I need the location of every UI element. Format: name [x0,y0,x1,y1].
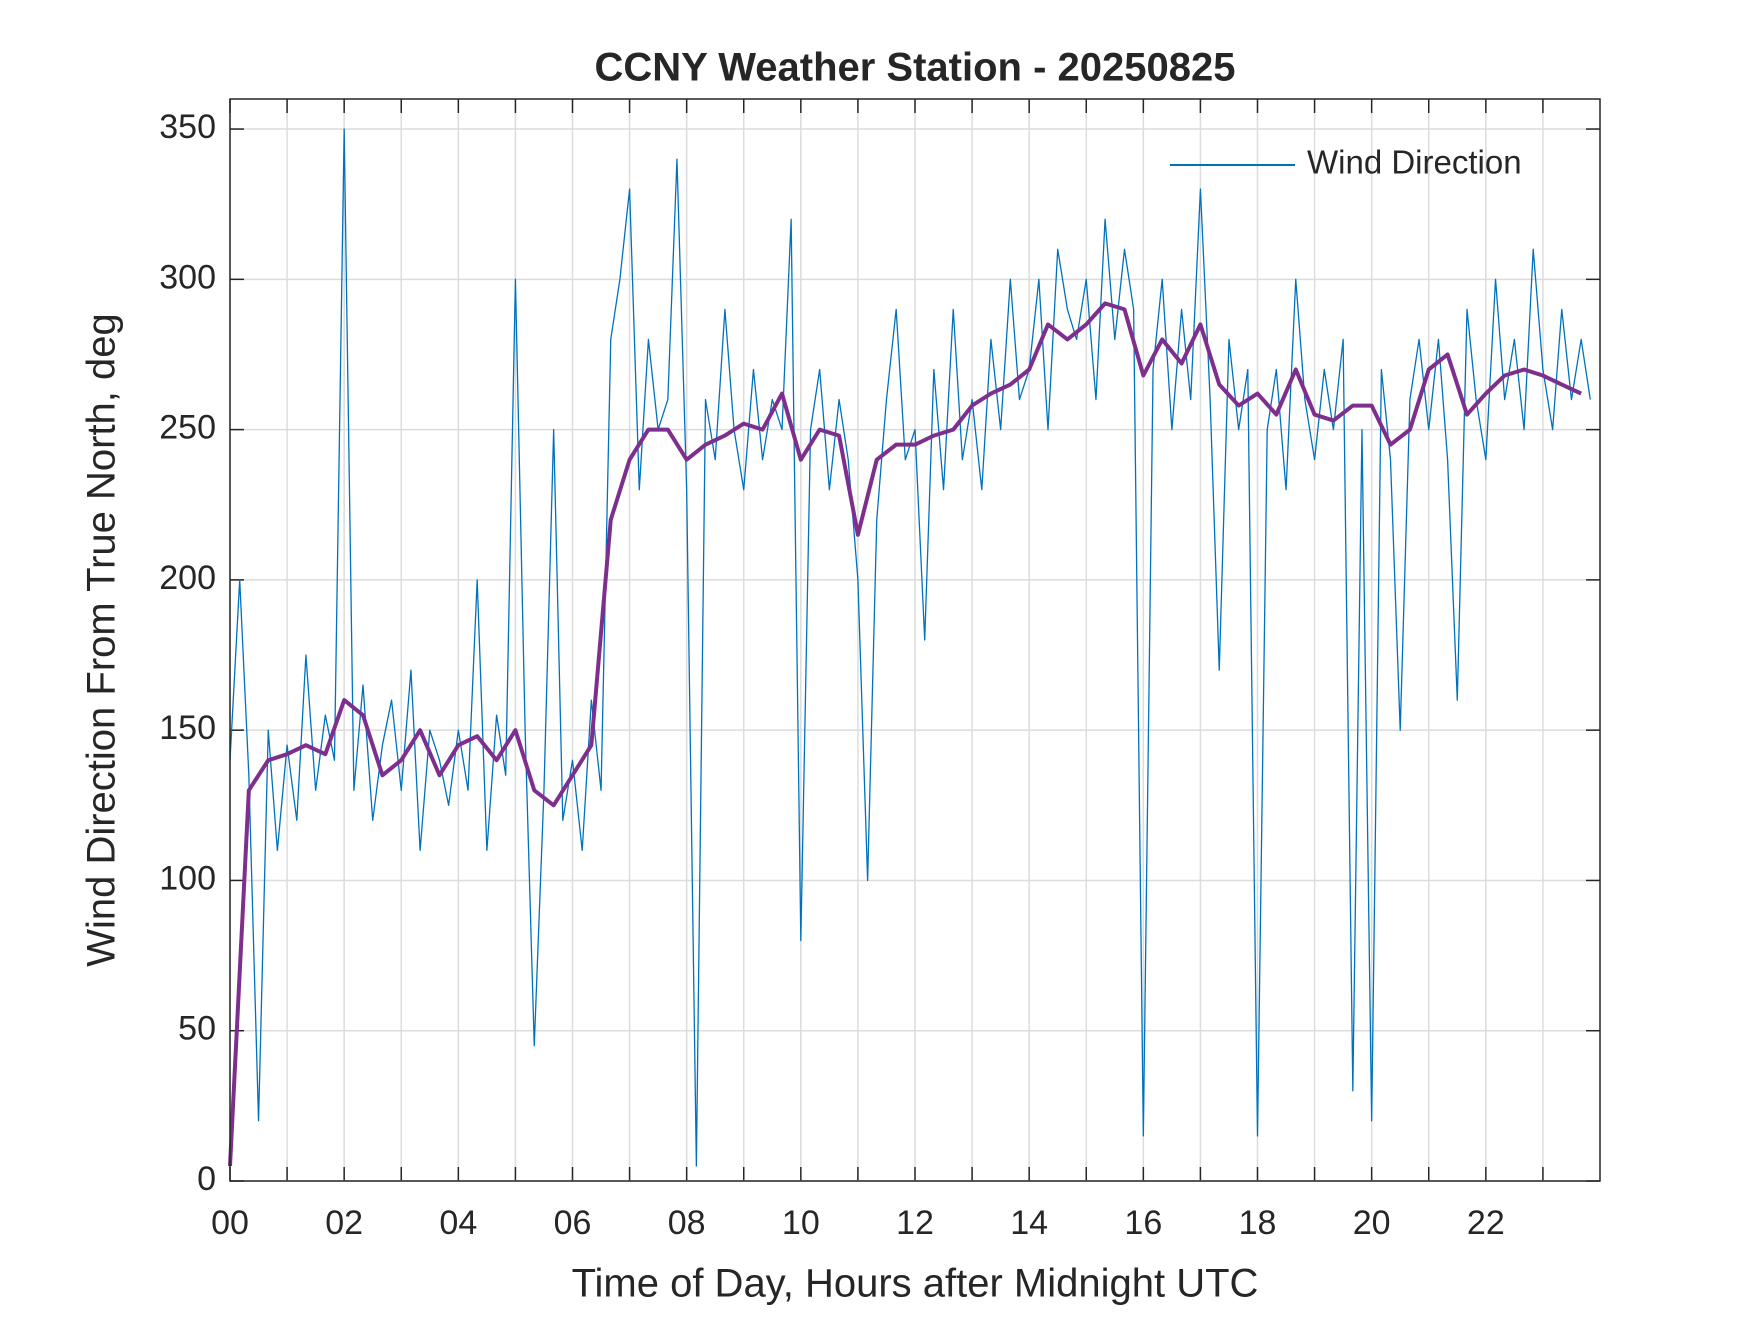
y-tick-label: 250 [159,409,216,447]
y-tick-label: 100 [159,859,216,897]
y-axis-label: Wind Direction From True North, deg [80,313,124,967]
y-tick-label: 0 [197,1160,216,1198]
x-tick-label: 00 [211,1204,249,1242]
y-tick-label: 200 [159,559,216,597]
y-tick-label: 50 [178,1010,216,1048]
x-tick-label: 06 [554,1204,592,1242]
x-tick-label: 02 [325,1204,363,1242]
y-tick-label: 350 [159,108,216,146]
x-tick-label: 04 [439,1204,477,1242]
data-line [228,301,1583,1167]
plot-frame [229,98,1601,1182]
x-axis-label: Time of Day, Hours after Midnight UTC [572,1262,1259,1306]
x-tick-label: 22 [1467,1204,1505,1242]
x-tick-label: 14 [1010,1204,1048,1242]
legend-label: Wind Direction [1307,144,1522,181]
x-tick-label: 18 [1239,1204,1277,1242]
y-tick-label: 150 [159,709,216,747]
x-tick-label: 08 [668,1204,706,1242]
x-tick-label: 10 [782,1204,820,1242]
chart-title: CCNY Weather Station - 20250825 [595,46,1236,90]
x-tick-label: 20 [1353,1204,1391,1242]
x-tick-label: 12 [896,1204,934,1242]
x-tick-label: 16 [1124,1204,1162,1242]
y-tick-label: 300 [159,258,216,296]
